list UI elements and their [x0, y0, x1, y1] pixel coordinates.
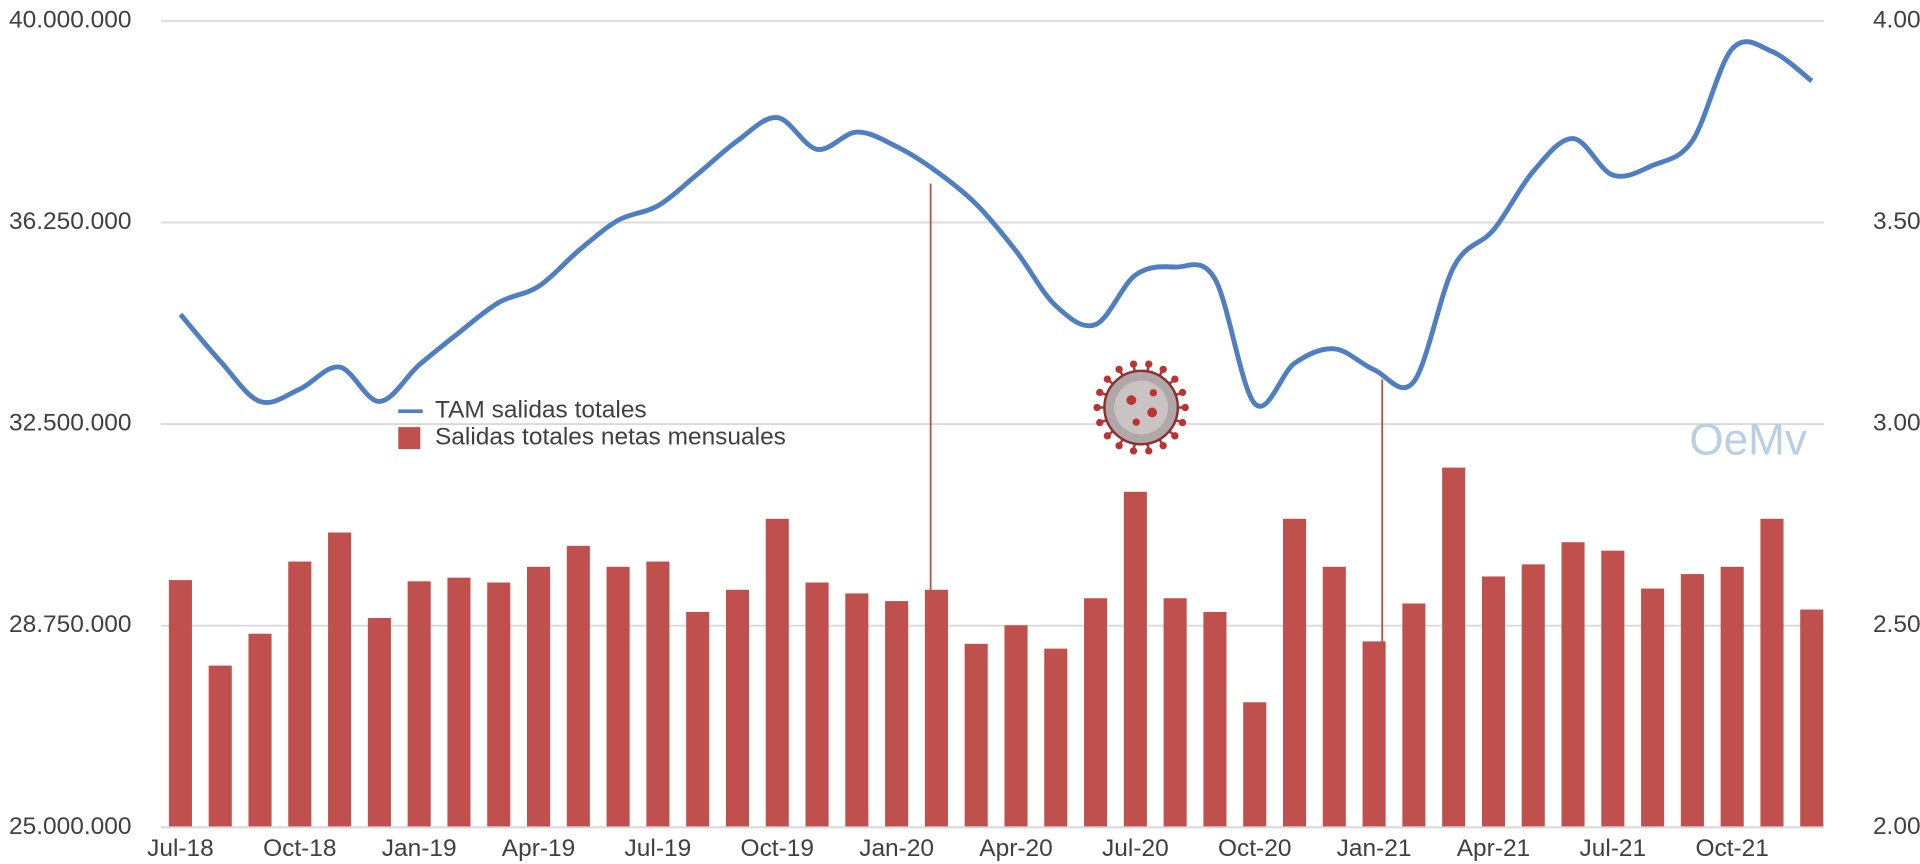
x-tick-label: Jan-21: [1337, 835, 1412, 862]
x-tick-label: Oct-18: [263, 835, 336, 862]
virus-spike-tip: [1181, 403, 1189, 412]
virus-spike-tip: [1096, 388, 1104, 397]
y-tick-label: 36.250.000: [9, 208, 131, 235]
bar: [208, 665, 232, 828]
y2-tick-label: 2.000.000: [1873, 813, 1920, 840]
bar: [1044, 648, 1068, 828]
x-tick-label: Oct-20: [1218, 835, 1291, 862]
virus-spike-tip: [1096, 418, 1104, 427]
legend-label: Salidas totales netas mensuales: [435, 424, 786, 451]
x-tick-label: Apr-19: [502, 835, 575, 862]
bars: [168, 467, 1824, 828]
bar: [686, 611, 710, 828]
y2-tick-label: 4.000.000: [1873, 6, 1920, 33]
bar: [447, 577, 471, 828]
bar: [805, 582, 829, 828]
bar: [1720, 566, 1744, 828]
x-tick-label: Oct-19: [741, 835, 814, 862]
bar: [328, 532, 352, 828]
bar: [1203, 611, 1227, 828]
x-tick-label: Oct-21: [1695, 835, 1768, 862]
line-layer: [178, 39, 1814, 409]
virus-spike-tip: [1145, 360, 1153, 368]
bar: [1123, 491, 1147, 828]
bar: [1084, 598, 1108, 828]
bar: [765, 518, 789, 828]
x-tick-label: Jul-20: [1102, 835, 1169, 862]
bar: [168, 580, 192, 828]
bar: [606, 566, 630, 828]
bar: [367, 618, 391, 828]
y-tick-label: 32.500.000: [9, 410, 131, 437]
y2-tick-label: 3.000.000: [1873, 410, 1920, 437]
bar: [288, 561, 312, 828]
y2-tick-label: 2.500.000: [1873, 611, 1920, 638]
y2-tick-label: 3.500.000: [1873, 208, 1920, 235]
virus-spike-tip: [1159, 442, 1167, 450]
legend-swatch: [398, 427, 421, 450]
bar: [487, 582, 511, 828]
y-tick-label: 40.000.000: [9, 6, 131, 33]
x-tick-label: Jan-20: [859, 835, 934, 862]
bar: [1680, 574, 1704, 828]
virus-spike-tip: [1178, 418, 1187, 427]
bar: [1760, 518, 1784, 828]
virus-spike-tip: [1171, 432, 1179, 440]
virus-spike-tip: [1115, 442, 1123, 450]
x-tick-label: Jan-19: [382, 835, 457, 862]
bar: [1282, 518, 1307, 828]
bar: [407, 581, 431, 828]
bar: [885, 601, 909, 828]
virus-icon: [1093, 360, 1189, 455]
bar: [1402, 603, 1426, 828]
bar: [964, 643, 988, 828]
x-tick-label: Jul-21: [1579, 835, 1646, 862]
virus-spike-tip: [1129, 360, 1138, 368]
virus-spike-tip: [1178, 388, 1187, 397]
virus-spike-tip: [1103, 375, 1112, 383]
virus-spike-tip: [1093, 403, 1101, 412]
x-tick-label: Jul-18: [147, 835, 214, 862]
bar: [1243, 702, 1267, 828]
bar: [1800, 609, 1824, 828]
bar: [566, 545, 590, 828]
bar: [1442, 467, 1466, 828]
y-tick-label: 25.000.000: [9, 813, 131, 840]
x-tick-label: Apr-20: [979, 835, 1052, 862]
x-tick-label: Apr-21: [1457, 835, 1530, 862]
bar: [1521, 564, 1545, 828]
bar: [1641, 588, 1665, 828]
bar: [924, 589, 948, 828]
watermark: OeMv: [1689, 416, 1806, 465]
y-tick-label: 28.750.000: [9, 611, 131, 638]
bar: [1004, 625, 1028, 828]
bar: [725, 589, 750, 828]
virus-spike-tip: [1159, 365, 1167, 374]
virus-spike-tip: [1115, 365, 1123, 374]
legend-label: TAM salidas totales: [435, 397, 647, 424]
bar: [646, 561, 670, 828]
bar: [1481, 576, 1505, 828]
virus-spike-tip: [1145, 447, 1153, 455]
virus-spike-tip: [1171, 375, 1179, 383]
virus-spike-tip: [1129, 447, 1138, 455]
bar: [1601, 550, 1625, 828]
bar: [248, 633, 272, 828]
bar: [526, 566, 551, 828]
bar: [1163, 598, 1187, 828]
x-tick-label: Jul-19: [625, 835, 692, 862]
line: [178, 39, 1814, 409]
bar: [1561, 542, 1585, 828]
bar: [845, 593, 869, 828]
bar: [1362, 641, 1386, 828]
axes: 25.000.000 28.750.000 32.500.000 36.250.000…: [9, 6, 1920, 862]
bar: [1322, 566, 1346, 828]
virus-spike-tip: [1103, 432, 1112, 440]
